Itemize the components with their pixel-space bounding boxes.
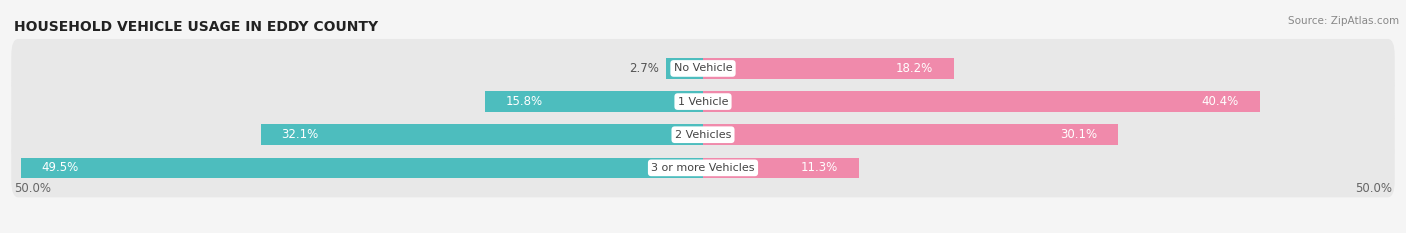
Text: 2.7%: 2.7% (628, 62, 659, 75)
Bar (703, 124, 1118, 145)
Bar (21, 158, 703, 178)
Text: 50.0%: 50.0% (1355, 182, 1392, 195)
Bar (485, 91, 703, 112)
Text: 11.3%: 11.3% (801, 161, 838, 174)
Text: 3 or more Vehicles: 3 or more Vehicles (651, 163, 755, 173)
Bar (703, 158, 859, 178)
Text: 1 Vehicle: 1 Vehicle (678, 97, 728, 106)
Text: 18.2%: 18.2% (896, 62, 934, 75)
Bar (703, 58, 953, 79)
Text: 30.1%: 30.1% (1060, 128, 1097, 141)
Text: 2 Vehicles: 2 Vehicles (675, 130, 731, 140)
FancyBboxPatch shape (11, 39, 1395, 98)
FancyBboxPatch shape (11, 72, 1395, 131)
Text: 49.5%: 49.5% (42, 161, 79, 174)
Bar (666, 58, 703, 79)
Text: No Vehicle: No Vehicle (673, 63, 733, 73)
Text: 40.4%: 40.4% (1202, 95, 1239, 108)
Text: 32.1%: 32.1% (281, 128, 319, 141)
FancyBboxPatch shape (11, 105, 1395, 164)
Text: Source: ZipAtlas.com: Source: ZipAtlas.com (1288, 16, 1399, 26)
Text: HOUSEHOLD VEHICLE USAGE IN EDDY COUNTY: HOUSEHOLD VEHICLE USAGE IN EDDY COUNTY (14, 20, 378, 34)
Bar (703, 91, 1260, 112)
FancyBboxPatch shape (11, 138, 1395, 197)
Text: 50.0%: 50.0% (14, 182, 51, 195)
Bar (260, 124, 703, 145)
Text: 15.8%: 15.8% (506, 95, 543, 108)
